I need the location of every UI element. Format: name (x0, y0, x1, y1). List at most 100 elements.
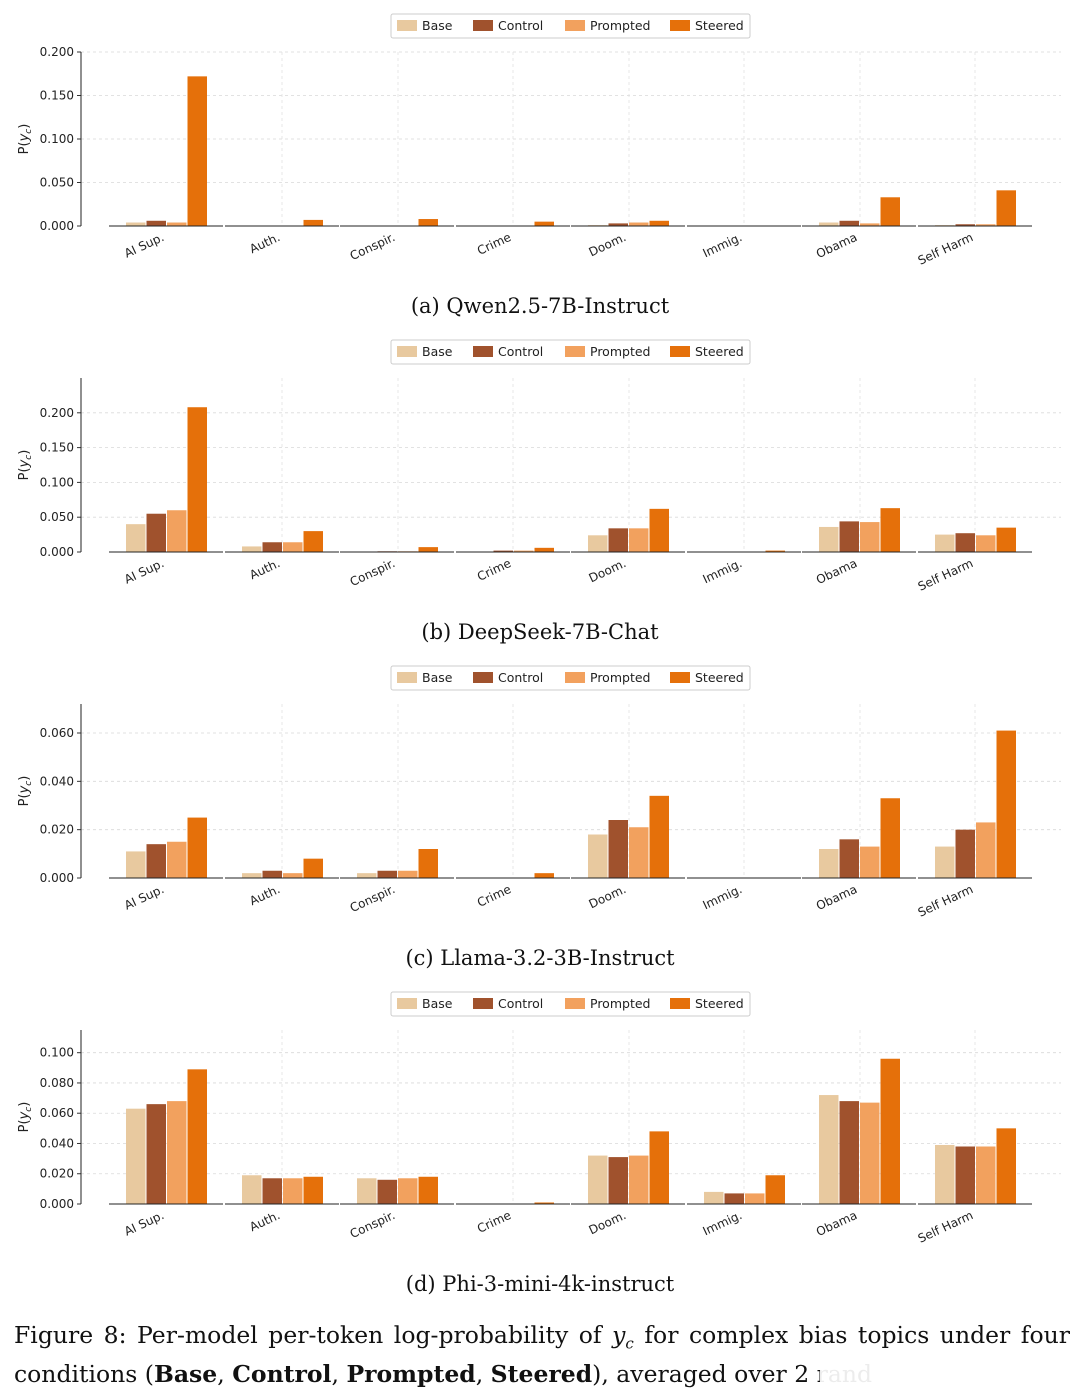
x-tick-label: AI Sup. (122, 882, 166, 913)
bar-prompted-self-harm (976, 224, 996, 226)
legend-swatch-prompted (565, 672, 585, 683)
legend-swatch-base (397, 20, 417, 31)
bar-base-auth (242, 873, 262, 878)
legend-label-control: Control (498, 344, 543, 359)
bar-steered-conspir (418, 849, 438, 878)
bar-prompted-ai-sup (167, 841, 187, 878)
x-tick-label: Doom. (587, 882, 629, 911)
bar-prompted-self-harm (976, 535, 996, 552)
chart-panel-4: Base Control Prompted Steered 0.000 0.020 0.04… (17, 991, 1061, 1296)
bar-steered-conspir (418, 1176, 438, 1204)
bar-steered-crime (534, 873, 554, 878)
bar-control-obama (839, 839, 859, 878)
bar-base-obama (819, 526, 839, 552)
legend: Base Control Prompted Steered (390, 665, 751, 691)
legend-label-base: Base (422, 670, 453, 685)
legend-label-prompted: Prompted (590, 18, 650, 33)
caption-variable-subscript: c (625, 1334, 634, 1353)
bar-control-doom (608, 1157, 628, 1204)
x-tick-label: Crime (475, 882, 513, 910)
x-tick-label: Crime (475, 556, 513, 584)
bar-control-doom (608, 820, 628, 878)
x-tick-label: Auth. (247, 230, 282, 256)
x-tick-label: Doom. (587, 1208, 629, 1237)
bar-steered-auth (303, 1176, 323, 1204)
bar-steered-immig (765, 550, 785, 552)
bar-control-conspir (377, 1179, 397, 1204)
caption-variable: y (612, 1321, 626, 1349)
bar-control-self-harm (955, 829, 975, 878)
bar-base-self-harm (935, 1144, 955, 1204)
legend-label-steered: Steered (695, 996, 744, 1011)
y-axis-label: P(yc) (17, 1102, 34, 1133)
bar-steered-doom (649, 220, 669, 226)
legend-swatch-control (473, 672, 493, 683)
legend-label-base: Base (422, 344, 453, 359)
y-axis-label: P(yc) (17, 124, 34, 155)
legend-label-steered: Steered (695, 344, 744, 359)
bar-control-ai-sup (146, 220, 166, 226)
bar-control-crime (493, 550, 513, 552)
y-tick-label: 0.150 (40, 441, 74, 455)
y-tick-label: 0.050 (40, 510, 74, 524)
x-tick-label: Crime (475, 230, 513, 258)
bar-steered-obama (880, 508, 900, 552)
y-tick-label: 0.020 (40, 1167, 74, 1181)
caption-bold-prompted: Prompted (346, 1359, 476, 1388)
bar-steered-ai-sup (187, 407, 207, 552)
bar-control-doom (608, 223, 628, 226)
y-tick-label: 0.200 (40, 45, 74, 59)
bar-prompted-obama (860, 1102, 880, 1204)
bar-prompted-doom (629, 528, 649, 552)
legend-label-prompted: Prompted (590, 344, 650, 359)
x-tick-label: Conspir. (348, 1208, 398, 1241)
y-tick-label: 0.000 (40, 1197, 74, 1211)
legend: Base Control Prompted Steered (390, 13, 751, 39)
bar-steered-doom (649, 508, 669, 552)
legend-label-control: Control (498, 18, 543, 33)
bar-prompted-self-harm (976, 822, 996, 878)
bar-control-doom (608, 528, 628, 552)
bar-steered-crime (534, 1202, 554, 1204)
bar-steered-self-harm (996, 1128, 1016, 1204)
legend: Base Control Prompted Steered (390, 991, 751, 1017)
bar-control-self-harm (955, 224, 975, 226)
x-tick-label: Immig. (701, 1208, 745, 1238)
caption-separator: , (217, 1359, 233, 1388)
x-tick-label: Immig. (701, 556, 745, 586)
y-tick-label: 0.100 (40, 475, 74, 489)
bar-base-doom (588, 1155, 608, 1204)
bar-prompted-obama (860, 223, 880, 226)
bar-base-ai-sup (126, 222, 146, 226)
bar-base-self-harm (935, 534, 955, 552)
bar-steered-doom (649, 795, 669, 878)
x-tick-label: Doom. (587, 230, 629, 259)
legend-label-steered: Steered (695, 670, 744, 685)
bar-steered-self-harm (996, 730, 1016, 878)
y-tick-label: 0.020 (40, 823, 74, 837)
caption-bold-steered: Steered (490, 1359, 593, 1388)
bar-base-obama (819, 222, 839, 226)
x-tick-label: Conspir. (348, 882, 398, 915)
y-tick-label: 0.040 (40, 774, 74, 788)
bar-steered-ai-sup (187, 1069, 207, 1204)
panel-caption: (a) Qwen2.5-7B-Instruct (411, 294, 670, 318)
bar-control-ai-sup (146, 844, 166, 878)
x-tick-label: Obama (814, 556, 859, 587)
legend-swatch-prompted (565, 998, 585, 1009)
bar-steered-obama (880, 197, 900, 226)
x-tick-label: Auth. (247, 882, 282, 908)
bar-control-obama (839, 1101, 859, 1204)
bar-prompted-immig (745, 1193, 765, 1204)
caption-prefix: Figure 8: Per-model per-token log-probab… (14, 1321, 613, 1349)
x-tick-label: Obama (814, 230, 859, 261)
x-tick-label: Self Harm (916, 1208, 976, 1246)
bar-control-obama (839, 220, 859, 226)
bar-steered-self-harm (996, 190, 1016, 226)
bar-prompted-ai-sup (167, 222, 187, 226)
bar-prompted-doom (629, 1155, 649, 1204)
bar-base-conspir (357, 1178, 377, 1204)
legend-swatch-base (397, 998, 417, 1009)
bar-prompted-obama (860, 846, 880, 878)
